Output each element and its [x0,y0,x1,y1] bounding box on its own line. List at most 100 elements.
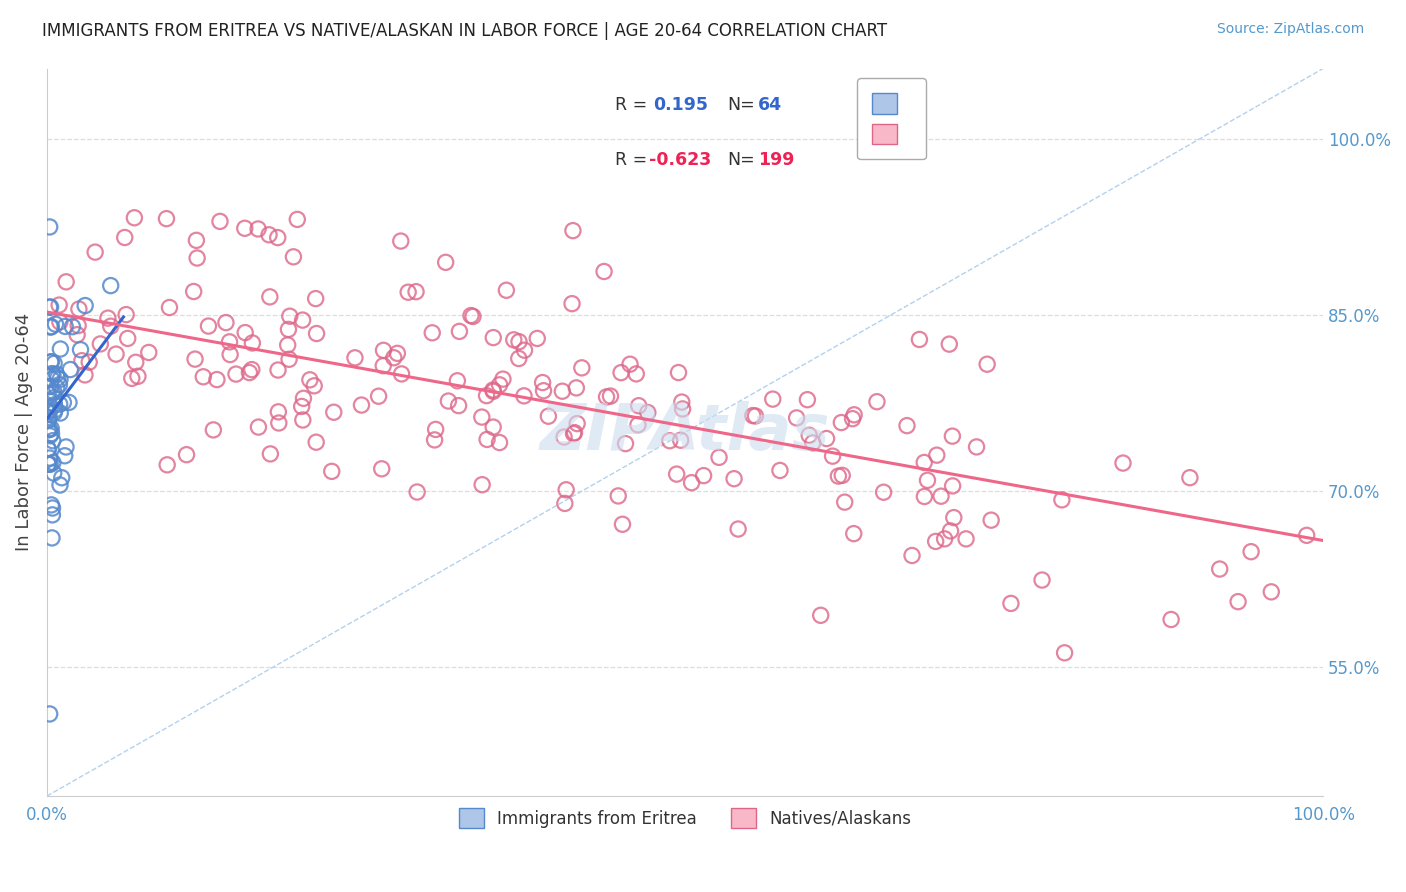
Point [39,421,62,435]
Point [707,450,730,465]
Point [423,433,446,447]
Point [488,435,510,450]
Point [942,510,965,524]
Point [38,706,60,721]
Legend: Immigrants from Eritrea, Natives/Alaskans: Immigrants from Eritrea, Natives/Alaskan… [453,801,918,835]
Point [405,285,427,299]
Point [531,376,554,390]
Point [53,319,76,334]
Point [267,230,290,244]
Text: N=: N= [727,151,755,169]
Point [67,318,90,333]
Point [908,333,931,347]
Point [389,234,412,248]
Point [508,351,530,366]
Point [482,384,505,399]
Point [437,394,460,409]
Point [38,451,60,466]
Point [387,346,409,360]
Point [84,245,107,260]
Point [292,392,315,406]
Point [924,534,946,549]
Text: 0.195: 0.195 [654,96,709,114]
Point [38,300,60,314]
Point [41,386,63,401]
Point [49,342,72,356]
Point [938,337,960,351]
Point [125,355,148,369]
Point [801,435,824,450]
Point [39,300,62,314]
Point [242,335,264,350]
Text: R =: R = [614,151,647,169]
Point [561,296,583,310]
Point [121,371,143,385]
Point [929,489,952,503]
Point [391,367,413,381]
Point [42,391,65,405]
Point [67,301,90,316]
Point [513,343,536,358]
Point [370,462,392,476]
Point [66,327,89,342]
Point [626,367,648,381]
Point [321,464,343,478]
Point [49,406,72,420]
Point [176,448,198,462]
Point [37,442,59,457]
Point [796,392,818,407]
Point [495,283,517,297]
Point [37,380,59,394]
Point [786,410,808,425]
Point [841,411,863,425]
Point [298,373,321,387]
Point [267,363,290,377]
Point [896,418,918,433]
Text: 64: 64 [758,96,782,114]
Point [41,319,63,334]
Point [834,495,856,509]
Point [658,434,681,448]
Point [48,397,70,411]
Point [607,489,630,503]
Text: -0.623: -0.623 [650,151,711,169]
Point [37,457,59,471]
Point [208,214,231,228]
Point [302,379,325,393]
Point [75,299,97,313]
Point [45,367,67,381]
Point [872,485,894,500]
Point [37,457,59,471]
Point [488,377,510,392]
Point [668,366,690,380]
Point [599,389,621,403]
Point [305,326,328,341]
Point [830,416,852,430]
Point [117,331,139,345]
Point [614,436,637,450]
Point [537,409,560,424]
Point [42,384,65,399]
Text: 199: 199 [758,151,794,169]
Point [218,334,240,349]
Point [155,211,177,226]
Point [941,429,963,443]
Point [267,405,290,419]
Point [955,532,977,546]
Point [475,389,498,403]
Point [831,468,853,483]
Point [350,398,373,412]
Point [37,386,59,401]
Point [197,319,219,334]
Point [238,366,260,380]
Point [215,316,238,330]
Point [41,367,63,381]
Text: R =: R = [614,96,647,114]
Point [39,458,62,472]
Point [1160,613,1182,627]
Point [233,326,256,340]
Point [127,369,149,384]
Text: IMMIGRANTS FROM ERITREA VS NATIVE/ALASKAN IN LABOR FORCE | AGE 20-64 CORRELATION: IMMIGRANTS FROM ERITREA VS NATIVE/ALASKA… [42,22,887,40]
Point [1208,562,1230,576]
Point [62,319,84,334]
